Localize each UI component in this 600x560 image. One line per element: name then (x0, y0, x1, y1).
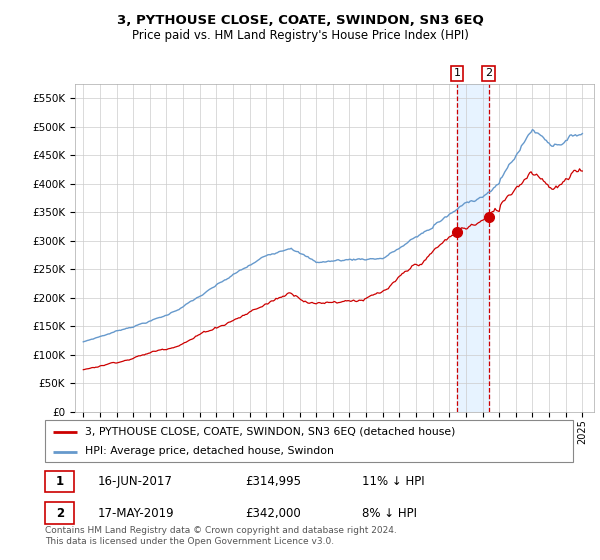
Text: Price paid vs. HM Land Registry's House Price Index (HPI): Price paid vs. HM Land Registry's House … (131, 29, 469, 42)
Text: 1: 1 (56, 475, 64, 488)
Text: HPI: Average price, detached house, Swindon: HPI: Average price, detached house, Swin… (85, 446, 334, 456)
Text: 8% ↓ HPI: 8% ↓ HPI (362, 506, 417, 520)
Text: £342,000: £342,000 (245, 506, 301, 520)
Text: £314,995: £314,995 (245, 475, 302, 488)
Text: 17-MAY-2019: 17-MAY-2019 (98, 506, 175, 520)
Text: 2: 2 (485, 68, 492, 78)
Text: 11% ↓ HPI: 11% ↓ HPI (362, 475, 424, 488)
Text: 3, PYTHOUSE CLOSE, COATE, SWINDON, SN3 6EQ (detached house): 3, PYTHOUSE CLOSE, COATE, SWINDON, SN3 6… (85, 427, 455, 437)
Text: 16-JUN-2017: 16-JUN-2017 (98, 475, 173, 488)
Text: Contains HM Land Registry data © Crown copyright and database right 2024.
This d: Contains HM Land Registry data © Crown c… (45, 526, 397, 546)
Text: 1: 1 (454, 68, 460, 78)
Bar (45, 470, 74, 492)
Text: 3, PYTHOUSE CLOSE, COATE, SWINDON, SN3 6EQ: 3, PYTHOUSE CLOSE, COATE, SWINDON, SN3 6… (116, 14, 484, 27)
Text: 2: 2 (56, 506, 64, 520)
Bar (457, 84, 489, 412)
Bar (45, 502, 74, 524)
